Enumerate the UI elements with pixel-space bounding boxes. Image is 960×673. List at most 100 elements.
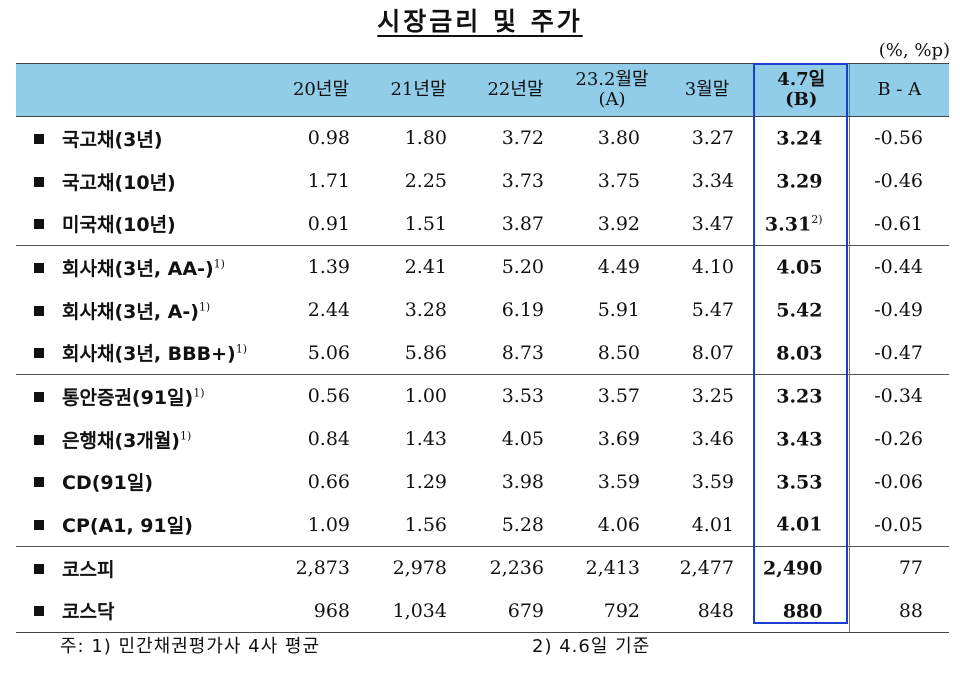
bullet-icon [34,262,44,273]
value-cell: 0.84 [307,428,350,451]
value-cell: 1.09 [307,513,350,536]
current-value-cell: 3.23 [754,374,849,418]
table-row: CP(A1, 91일) 1.09 1.56 5.28 4.06 4.01 4.01 -0.05 [16,503,949,547]
value-cell: 2,978 [370,545,467,590]
value-cell: 3.80 [597,127,640,150]
current-value-cell: 3.24 [776,127,823,150]
value-cell: 0.91 [307,212,350,235]
change-cell: -0.61 [848,202,949,246]
value-cell: 2.41 [370,245,467,289]
page-title: 시장금리 및 주가 [377,7,583,36]
value-cell: 0.98 [307,127,350,150]
value-cell: 792 [564,589,660,634]
unit-label: (%, %p) [878,40,950,61]
value-cell: 3.72 [501,127,544,150]
current-value-cell: 5.42 [776,299,823,322]
value-cell: 3.73 [501,170,544,193]
row-label: 회사채(3년, AA-)1) [16,245,272,289]
value-cell: 4.05 [501,428,544,451]
value-cell: 3.69 [597,428,640,451]
value-cell: 3.59 [691,470,734,493]
row-label: 은행채(3개월)1) [16,418,272,461]
value-cell: 2,236 [467,545,564,590]
value-cell: 5.47 [691,299,734,322]
current-value-cell: 8.03 [776,341,823,364]
row-label: 회사채(3년, A-)1) [16,289,272,332]
value-cell: 3.75 [597,170,640,193]
value-cell: 3.25 [660,374,754,418]
value-cell: 8.50 [597,341,640,364]
table-row: 회사채(3년, BBB+)1) 5.06 5.86 8.73 8.50 8.07 8.03 -… [16,331,949,375]
bullet-icon [34,520,44,531]
value-cell: 1.71 [307,170,350,193]
value-cell: 3.87 [501,212,544,235]
value-cell: 2,413 [564,545,660,590]
change-cell: -0.05 [848,503,949,547]
current-value-cell: 3.312) [764,212,823,235]
header-apr-7: 4.7일 (B) [754,63,849,117]
value-cell: 8.73 [501,341,544,364]
header-20-end: 20년말 [272,63,370,117]
footnote-1: 주: 1) 민간채권평가사 4사 평균 [60,636,321,657]
change-cell: 88 [848,589,949,634]
value-cell: 968 [272,589,370,634]
header-label-column [16,63,272,117]
bullet-icon [34,176,44,187]
row-label: 국고채(3년) [16,117,272,160]
value-cell: 4.10 [660,245,754,289]
change-cell: -0.47 [848,331,949,375]
value-cell: 1.43 [404,428,447,451]
change-cell: -0.49 [848,288,949,332]
value-cell: 1,034 [370,589,467,634]
value-cell: 1.51 [404,212,447,235]
value-cell: 3.47 [691,212,734,235]
table-body: 국고채(3년) 0.98 1.80 3.72 3.80 3.27 3.24 -0.56 국고채(… [16,116,949,634]
value-cell: 5.20 [467,245,564,289]
table-row: 회사채(3년, AA-)1) 1.39 2.41 5.20 4.49 4.10 4.05 -0… [16,245,949,289]
row-label: 코스닥 [16,589,272,634]
value-cell: 1.00 [370,374,467,418]
bullet-icon [34,348,44,359]
bullet-icon [34,133,44,144]
bullet-icon [34,219,44,230]
table-row: 코스피 2,873 2,978 2,236 2,413 2,477 2,490 77 [16,545,949,590]
value-cell: 3.53 [467,374,564,418]
header-row: 20년말 21년말 22년말 23.2월말 (A) 3월말 4.7일 (B) B -… [16,63,949,117]
row-label: CP(A1, 91일) [16,503,272,546]
header-21-end: 21년말 [370,63,467,117]
current-value-cell: 3.43 [776,428,823,451]
row-label: 국고채(10년) [16,160,272,203]
value-cell: 5.86 [404,341,447,364]
header-b-minus-a: B - A [848,63,949,117]
footnote-2: 2) 4.6일 기준 [532,636,651,657]
value-cell: 1.29 [404,470,447,493]
table-row: 통안증권(91일)1) 0.56 1.00 3.53 3.57 3.25 3.23 -0.34 [16,374,949,418]
change-cell: -0.34 [848,374,949,418]
change-cell: -0.26 [848,417,949,461]
bullet-icon [34,606,44,617]
bullet-icon [34,563,44,574]
row-label: 코스피 [16,545,272,590]
bullet-icon [34,434,44,445]
header-22-end: 22년말 [467,63,564,117]
value-cell: 1.80 [404,127,447,150]
change-cell: -0.46 [848,159,949,203]
value-cell: 2,873 [272,545,370,590]
value-cell: 4.06 [597,513,640,536]
market-rates-table: 20년말 21년말 22년말 23.2월말 (A) 3월말 4.7일 (B) B -… [16,63,949,634]
value-cell: 3.28 [404,299,447,322]
value-cell: 2,477 [660,545,754,590]
value-cell: 3.34 [691,170,734,193]
table-row: 코스닥 968 1,034 679 792 848 880 88 [16,589,949,634]
value-cell: 4.01 [691,513,734,536]
table-row: 회사채(3년, A-)1) 2.44 3.28 6.19 5.91 5.47 5.42 -0.… [16,288,949,332]
current-value-cell: 880 [754,589,849,634]
current-value-cell: 4.05 [754,245,849,289]
header-mar-end: 3월말 [660,63,754,117]
row-label: 통안증권(91일)1) [16,374,272,418]
table-row: 국고채(10년) 1.71 2.25 3.73 3.75 3.34 3.29 -0.46 [16,159,949,203]
value-cell: 2.25 [404,170,447,193]
table-row: 은행채(3개월)1) 0.84 1.43 4.05 3.69 3.46 3.43 -0.26 [16,417,949,461]
value-cell: 3.46 [691,428,734,451]
bullet-icon [34,477,44,488]
